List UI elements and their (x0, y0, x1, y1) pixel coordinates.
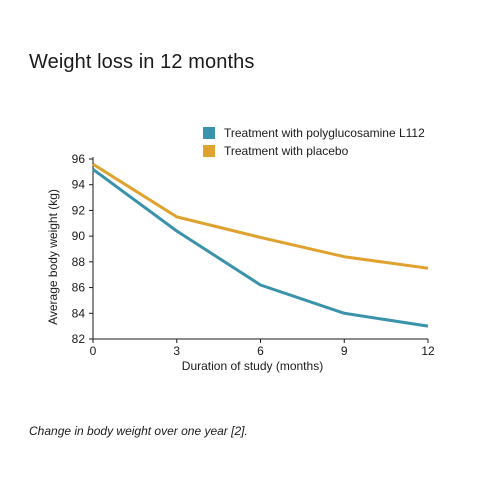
x-tick-label: 3 (173, 344, 180, 358)
series-lines (92, 162, 429, 328)
y-tick-label: 94 (72, 178, 86, 192)
x-tick-label: 0 (90, 344, 97, 358)
legend-label-placebo: Treatment with placebo (224, 144, 349, 158)
y-tick-label: 88 (72, 255, 86, 269)
y-axis-title: Average body weight (kg) (46, 189, 60, 325)
legend-item-placebo: Treatment with placebo (203, 142, 425, 160)
y-tick-label: 96 (72, 152, 86, 166)
figure-caption: Change in body weight over one year [2]. (29, 424, 248, 438)
chart-title: Weight loss in 12 months (29, 51, 255, 73)
y-tick-label: 86 (72, 281, 86, 295)
y-tick-label: 90 (72, 229, 86, 243)
legend-item-polyglucosamine: Treatment with polyglucosamine L112 (203, 124, 425, 142)
y-tick-label: 82 (72, 332, 86, 346)
ticks: 82 84 86 88 90 92 94 96 0 3 6 9 12 (72, 152, 435, 358)
x-axis-title: Duration of study (months) (182, 359, 323, 373)
series-line-placebo (92, 162, 429, 270)
legend-label-polyglucosamine: Treatment with polyglucosamine L112 (224, 126, 425, 140)
x-tick-label: 12 (421, 344, 435, 358)
x-tick-label: 9 (341, 344, 348, 358)
series-line-polyglucosamine (92, 168, 429, 328)
y-tick-label: 84 (72, 306, 86, 320)
legend-swatch-placebo (203, 145, 215, 157)
x-tick-label: 6 (257, 344, 264, 358)
axes (92, 157, 428, 340)
legend-swatch-polyglucosamine (203, 127, 215, 139)
y-tick-label: 92 (72, 203, 86, 217)
legend: Treatment with polyglucosamine L112 Trea… (203, 124, 425, 160)
